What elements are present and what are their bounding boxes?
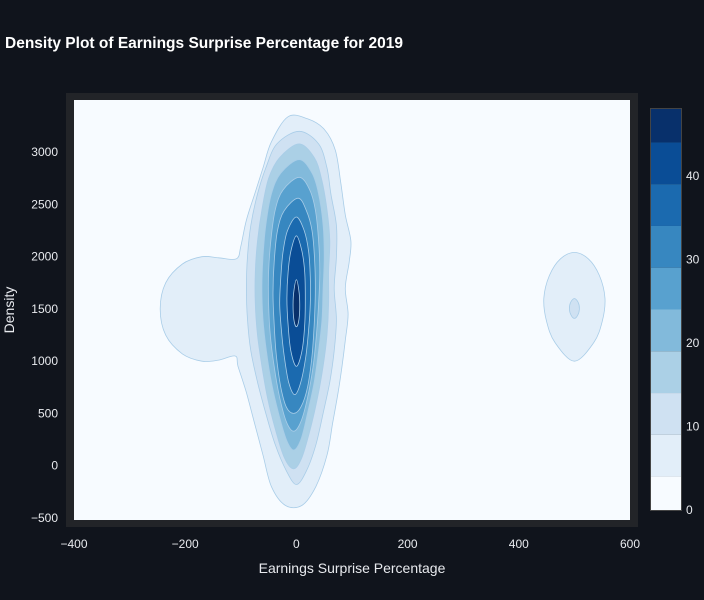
x-tick-label: −200 [172, 537, 199, 551]
x-tick-label: 200 [398, 537, 418, 551]
x-tick-label: −400 [60, 537, 87, 551]
colorbar-tick-label: 30 [686, 252, 700, 266]
x-tick-label: 0 [293, 537, 300, 551]
chart-title: Density Plot of Earnings Surprise Percen… [5, 35, 403, 52]
colorbar-band [651, 184, 681, 226]
y-tick-label: 0 [51, 459, 58, 473]
x-axis: −400 −200 0 200 400 600 [60, 537, 640, 551]
colorbar-tick-label: 20 [686, 336, 700, 350]
colorbar: 0 10 20 30 40 [650, 108, 700, 517]
colorbar-band [651, 109, 681, 143]
y-tick-label: −500 [31, 511, 58, 525]
contour-level-44-9 [292, 279, 301, 328]
plot-area [74, 100, 630, 520]
x-axis-title: Earnings Surprise Percentage [259, 560, 446, 576]
y-axis: −500 0 500 1000 1500 2000 2500 3000 [31, 145, 58, 525]
y-tick-label: 2500 [31, 197, 58, 211]
x-tick-label: 400 [509, 537, 529, 551]
y-tick-label: 1000 [31, 354, 58, 368]
y-tick-label: 500 [38, 406, 58, 420]
colorbar-band [651, 393, 681, 435]
colorbar-tick-label: 40 [686, 169, 700, 183]
y-tick-label: 3000 [31, 145, 58, 159]
x-tick-label: 600 [620, 537, 640, 551]
colorbar-band [651, 309, 681, 352]
colorbar-band [651, 351, 681, 394]
colorbar-band [651, 267, 681, 310]
colorbar-tick-label: 0 [686, 503, 693, 517]
y-tick-label: 2000 [31, 250, 58, 264]
colorbar-band [651, 225, 681, 268]
colorbar-band [651, 476, 681, 510]
contour-level-9-10 [568, 298, 580, 319]
y-axis-title: Density [1, 287, 17, 334]
colorbar-tick-label: 10 [686, 419, 700, 433]
colorbar-band [651, 142, 681, 185]
y-tick-label: 1500 [31, 302, 58, 316]
colorbar-band [651, 434, 681, 477]
